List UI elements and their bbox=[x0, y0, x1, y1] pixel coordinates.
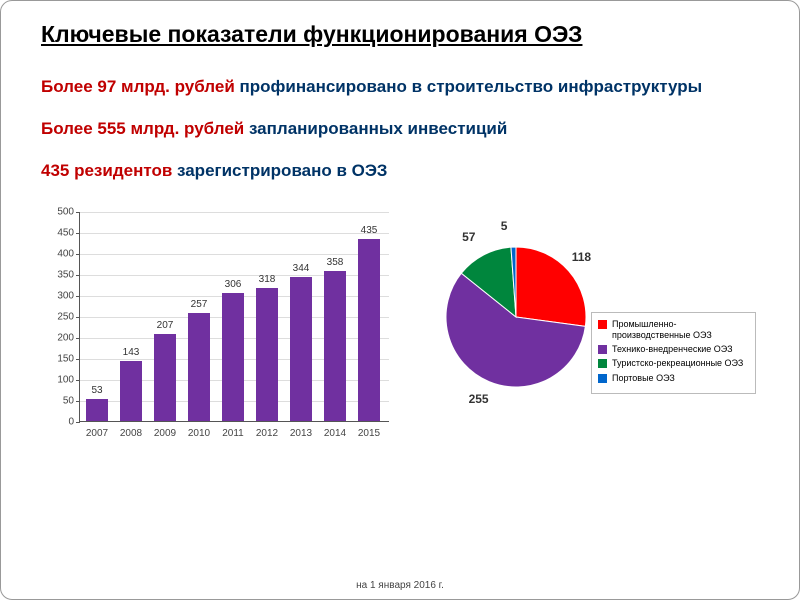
bar: 257 bbox=[188, 313, 210, 421]
stat-highlight: 435 резидентов bbox=[41, 161, 172, 180]
stat-financing: Более 97 млрд. рублей профинансировано в… bbox=[41, 76, 759, 98]
legend-item: Технико-внедренческие ОЭЗ bbox=[598, 344, 749, 354]
stat-rest: зарегистрировано в ОЭЗ bbox=[172, 161, 387, 180]
bar-value-label: 53 bbox=[86, 385, 108, 396]
legend-label: Портовые ОЭЗ bbox=[612, 373, 675, 383]
ytick bbox=[76, 401, 80, 402]
legend-label: Промышленно-производственные ОЭЗ bbox=[612, 319, 749, 340]
ylabel: 250 bbox=[44, 312, 74, 323]
bar-value-label: 435 bbox=[358, 225, 380, 236]
ylabel: 200 bbox=[44, 333, 74, 344]
bar-value-label: 306 bbox=[222, 279, 244, 290]
xlabel: 2011 bbox=[216, 428, 250, 439]
ytick bbox=[76, 338, 80, 339]
bar: 358 bbox=[324, 271, 346, 421]
xlabel: 2010 bbox=[182, 428, 216, 439]
bar: 207 bbox=[154, 334, 176, 421]
pie-chart: Промышленно-производственные ОЭЗ Технико-… bbox=[426, 202, 756, 462]
page-title: Ключевые показатели функционирования ОЭЗ bbox=[41, 21, 759, 48]
xlabel: 2013 bbox=[284, 428, 318, 439]
ylabel: 150 bbox=[44, 354, 74, 365]
legend-label: Технико-внедренческие ОЭЗ bbox=[612, 344, 733, 354]
bar-plot: 0501001502002503003504004505005320071432… bbox=[79, 212, 389, 422]
bar: 344 bbox=[290, 277, 312, 421]
legend-swatch bbox=[598, 359, 607, 368]
legend-label: Туристско-рекреационные ОЭЗ bbox=[612, 358, 743, 368]
ytick bbox=[76, 422, 80, 423]
bar-value-label: 358 bbox=[324, 257, 346, 268]
xlabel: 2008 bbox=[114, 428, 148, 439]
ylabel: 400 bbox=[44, 249, 74, 260]
ylabel: 100 bbox=[44, 375, 74, 386]
ylabel: 500 bbox=[44, 207, 74, 218]
bar: 143 bbox=[120, 361, 142, 421]
ytick bbox=[76, 275, 80, 276]
pie-value-label: 255 bbox=[469, 392, 489, 406]
legend-swatch bbox=[598, 374, 607, 383]
footnote: на 1 января 2016 г. bbox=[356, 580, 444, 591]
pie-legend: Промышленно-производственные ОЭЗ Технико-… bbox=[591, 312, 756, 394]
stat-residents: 435 резидентов зарегистрировано в ОЭЗ bbox=[41, 160, 759, 182]
ytick bbox=[76, 212, 80, 213]
gridline bbox=[80, 254, 389, 255]
ylabel: 450 bbox=[44, 228, 74, 239]
pie-value-label: 57 bbox=[462, 230, 475, 244]
legend-item: Портовые ОЭЗ bbox=[598, 373, 749, 383]
ylabel: 50 bbox=[44, 396, 74, 407]
charts-row: 0 50 100 150 200 250 300 350 400 450 500 53 2007 143 2… bbox=[41, 202, 759, 462]
stat-investment: Более 555 млрд. рублей запланированных и… bbox=[41, 118, 759, 140]
ylabel: 300 bbox=[44, 291, 74, 302]
xlabel: 2015 bbox=[352, 428, 386, 439]
ytick bbox=[76, 254, 80, 255]
stat-rest: запланированных инвестиций bbox=[244, 119, 507, 138]
ylabel: 350 bbox=[44, 270, 74, 281]
xlabel: 2014 bbox=[318, 428, 352, 439]
bar: 435 bbox=[358, 239, 380, 422]
slide: Ключевые показатели функционирования ОЭЗ… bbox=[0, 0, 800, 600]
gridline bbox=[80, 233, 389, 234]
legend-swatch bbox=[598, 320, 607, 329]
xlabel: 2009 bbox=[148, 428, 182, 439]
legend-swatch bbox=[598, 345, 607, 354]
bar-chart: 0 50 100 150 200 250 300 350 400 450 500 53 2007 143 2… bbox=[41, 202, 411, 462]
legend-item: Туристско-рекреационные ОЭЗ bbox=[598, 358, 749, 368]
gridline bbox=[80, 212, 389, 213]
ytick bbox=[76, 380, 80, 381]
xlabel: 2012 bbox=[250, 428, 284, 439]
bar-value-label: 318 bbox=[256, 274, 278, 285]
stat-highlight: Более 555 млрд. рублей bbox=[41, 119, 244, 138]
bar-value-label: 344 bbox=[290, 263, 312, 274]
legend-item: Промышленно-производственные ОЭЗ bbox=[598, 319, 749, 340]
ytick bbox=[76, 317, 80, 318]
ytick bbox=[76, 359, 80, 360]
xlabel: 2007 bbox=[80, 428, 114, 439]
ytick bbox=[76, 296, 80, 297]
stat-highlight: Более 97 млрд. рублей bbox=[41, 77, 235, 96]
bar-value-label: 257 bbox=[188, 299, 210, 310]
ytick bbox=[76, 233, 80, 234]
stat-rest: профинансировано в строительство инфраст… bbox=[235, 77, 702, 96]
bar-value-label: 207 bbox=[154, 320, 176, 331]
bar: 318 bbox=[256, 288, 278, 422]
pie-value-label: 118 bbox=[572, 250, 591, 264]
ylabel: 0 bbox=[44, 417, 74, 428]
bar-value-label: 143 bbox=[120, 347, 142, 358]
bar: 53 bbox=[86, 399, 108, 421]
bar: 306 bbox=[222, 293, 244, 422]
pie-value-label: 5 bbox=[501, 219, 508, 233]
